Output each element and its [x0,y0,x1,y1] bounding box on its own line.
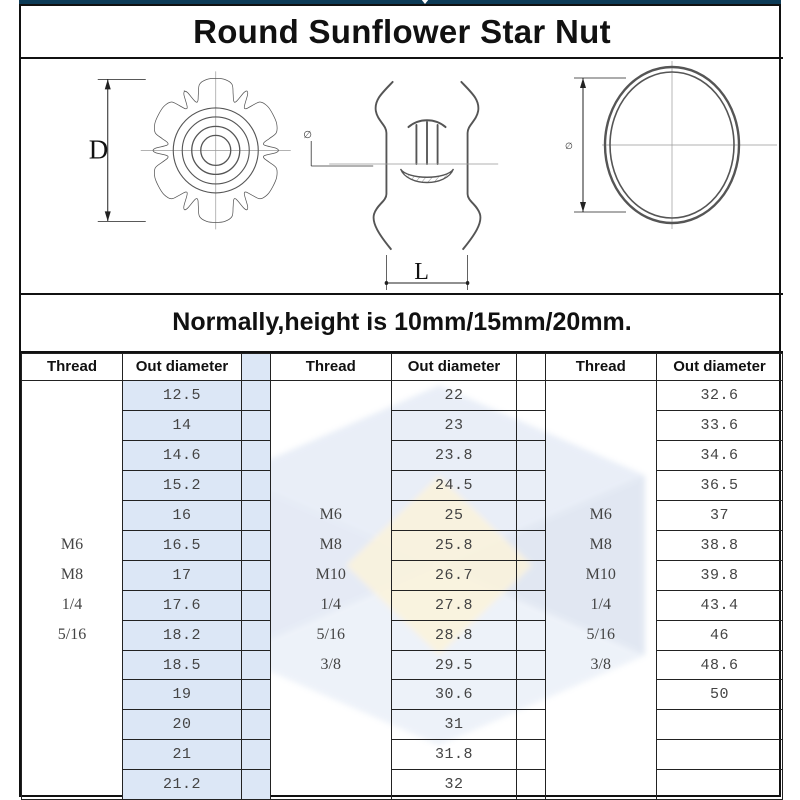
svg-text:∅: ∅ [303,130,312,141]
svg-text:D: D [89,134,109,164]
svg-text:L: L [414,259,429,285]
svg-text:∅: ∅ [565,141,573,151]
